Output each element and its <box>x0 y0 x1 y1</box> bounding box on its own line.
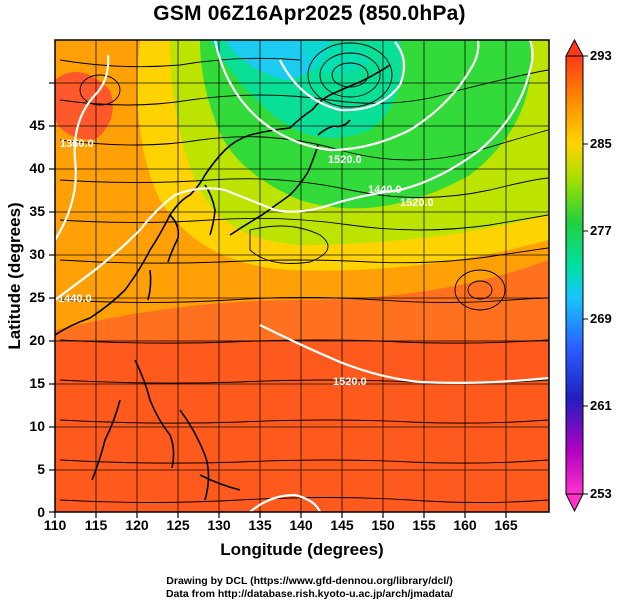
streamlines <box>59 42 549 503</box>
colorbar-tick-label: 285 <box>590 136 612 151</box>
colorbar-tick-label: 253 <box>590 486 612 501</box>
colorbar-gradient <box>565 55 584 495</box>
credit-line-drawing: Drawing by DCL (https://www.gfd-dennou.o… <box>166 575 453 587</box>
x-tick-label: 160 <box>453 517 477 533</box>
x-tick-label: 135 <box>248 517 272 533</box>
x-tick-label: 115 <box>85 517 108 533</box>
y-tick-label: 45 <box>29 117 45 133</box>
contour-label: 1440.0 <box>368 184 402 196</box>
contour-label: 1360.0 <box>60 138 94 150</box>
colorbar-tick-label: 269 <box>590 311 612 326</box>
x-tick-label: 145 <box>330 517 354 533</box>
y-tick-label: 10 <box>29 418 45 434</box>
x-tick-label: 130 <box>207 517 231 533</box>
plot-frame <box>54 39 550 513</box>
y-tick-label: 15 <box>29 375 45 391</box>
x-axis-title: Longitude (degrees) <box>220 540 383 559</box>
y-tick-label: 0 <box>37 504 45 520</box>
height-contours <box>55 40 549 512</box>
y-tick-label: 20 <box>29 332 45 348</box>
colorbar-tick-label: 277 <box>590 223 612 238</box>
colorbar: 253 261 269 277 285 293 <box>565 38 612 513</box>
chart-title: GSM 06Z16Apr2025 (850.0hPa) <box>153 2 466 25</box>
map-figure: 1360.0 1520.0 1440.0 1520.0 1440.0 1520.… <box>5 38 612 559</box>
x-tick-label: 140 <box>289 517 313 533</box>
colorbar-tick-label: 261 <box>590 398 612 413</box>
contour-label: 1520.0 <box>333 376 367 388</box>
y-tick-label: 35 <box>29 203 45 219</box>
x-axis: 110 115 120 125 130 135 140 145 150 155 … <box>44 512 518 559</box>
colorbar-tick-label: 293 <box>590 48 612 63</box>
x-tick-label: 155 <box>412 517 436 533</box>
x-tick-label: 165 <box>494 517 518 533</box>
y-axis: 0 5 10 15 20 25 30 35 40 45 Latitude (de… <box>5 82 55 520</box>
x-tick-label: 125 <box>166 517 190 533</box>
y-tick-label: 40 <box>29 160 45 176</box>
x-tick-label: 110 <box>44 517 67 533</box>
y-tick-label: 5 <box>37 461 45 477</box>
colorbar-min-triangle <box>565 493 584 513</box>
contour-labels: 1360.0 1520.0 1440.0 1520.0 1440.0 1520.… <box>58 138 434 388</box>
credits: Drawing by DCL (https://www.gfd-dennou.o… <box>0 575 619 601</box>
contour-label: 1520.0 <box>328 154 362 166</box>
y-tick-label: 30 <box>29 246 45 262</box>
y-axis-title: Latitude (degrees) <box>5 202 24 349</box>
x-tick-label: 150 <box>371 517 395 533</box>
coastlines <box>55 64 391 501</box>
contour-label: 1440.0 <box>58 293 92 305</box>
contour-label: 1520.0 <box>400 197 434 209</box>
colorbar-max-triangle <box>565 38 584 57</box>
x-tick-label: 120 <box>125 517 149 533</box>
credit-line-data: Data from http://database.rish.kyoto-u.a… <box>165 588 454 600</box>
map-area: 1360.0 1520.0 1440.0 1520.0 1440.0 1520.… <box>55 40 549 512</box>
y-tick-label: 25 <box>29 289 45 305</box>
